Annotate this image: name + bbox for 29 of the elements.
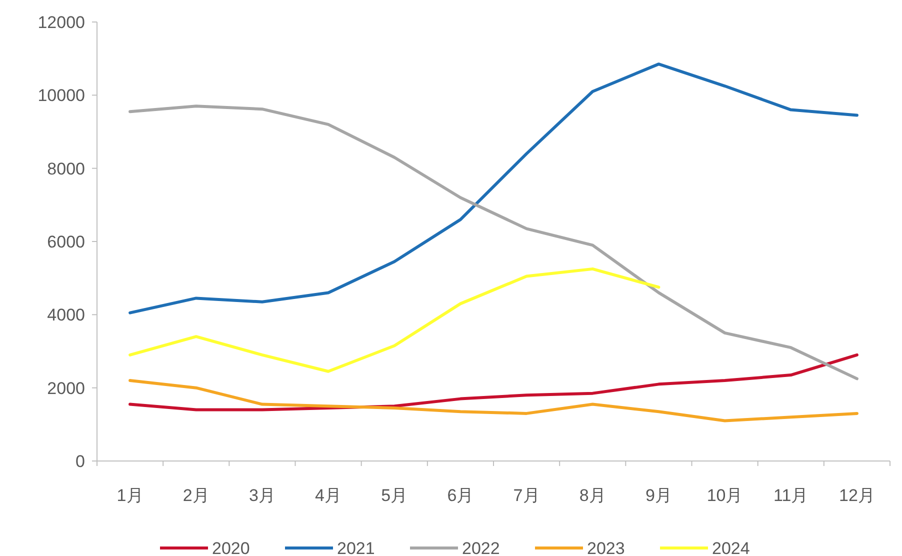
legend-label: 2020	[212, 539, 250, 556]
x-tick-label: 10月	[706, 486, 743, 505]
y-tick-label: 2000	[47, 378, 85, 398]
y-tick-label: 0	[76, 452, 85, 471]
y-tick-label: 8000	[47, 159, 85, 178]
line-series	[128, 267, 660, 373]
y-tick-label: 6000	[47, 232, 85, 252]
line-series	[128, 379, 858, 422]
x-tick-label: 4月	[315, 486, 342, 505]
x-tick-label: 8月	[579, 486, 606, 505]
x-tick-label: 5月	[381, 486, 408, 505]
x-tick-label: 1月	[116, 486, 144, 505]
x-tick-label: 9月	[645, 486, 672, 505]
line-series	[128, 353, 858, 412]
x-tick-label: 3月	[248, 486, 276, 505]
legend-label: 2024	[712, 539, 750, 556]
x-tick-label: 7月	[513, 486, 540, 505]
line-series	[128, 104, 858, 380]
y-tick-label: 12000	[38, 13, 85, 32]
y-tick-label: 10000	[38, 86, 85, 106]
x-tick-label: 6月	[447, 486, 474, 505]
line-series	[128, 62, 858, 314]
x-tick-label: 12月	[838, 486, 875, 505]
x-tick-label: 11月	[774, 486, 808, 505]
legend-label: 2022	[462, 539, 500, 556]
y-tick-label: 4000	[47, 306, 85, 325]
x-tick-label: 2月	[182, 486, 210, 505]
legend-label: 2021	[337, 539, 375, 556]
legend-label: 2023	[587, 539, 625, 556]
